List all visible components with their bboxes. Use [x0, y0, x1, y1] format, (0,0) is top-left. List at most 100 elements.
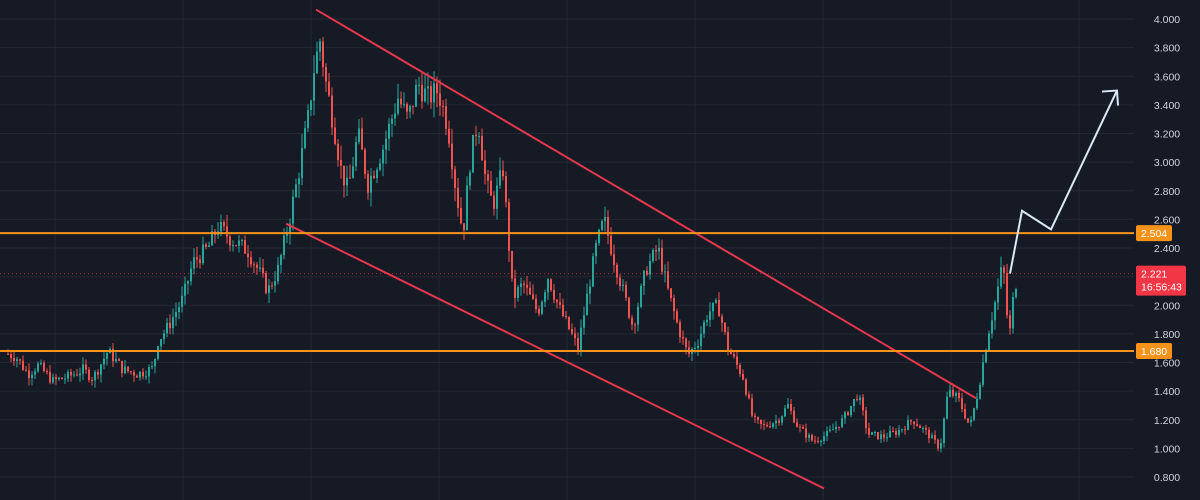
candle-body — [994, 302, 996, 321]
candle-body — [607, 216, 609, 236]
last-price-tag — [1136, 265, 1186, 296]
candle-body — [808, 434, 810, 438]
candle-body — [268, 285, 270, 293]
candle-body — [1015, 288, 1017, 298]
candle-body — [904, 429, 906, 431]
candle-body — [262, 267, 264, 274]
candle-body — [844, 412, 846, 419]
candle-body — [184, 283, 186, 296]
candle-body — [28, 370, 30, 379]
candle-body — [928, 429, 930, 439]
candle-body — [541, 301, 543, 314]
candle-body — [1000, 267, 1002, 287]
candle-body — [460, 208, 462, 224]
candle-body — [343, 165, 345, 186]
candle-body — [193, 257, 195, 269]
candle-body — [358, 128, 360, 143]
candle-body — [202, 244, 204, 264]
candle-body — [76, 374, 78, 376]
projection-arrow[interactable] — [1009, 89, 1119, 274]
price-tick-label: 3.400 — [1154, 100, 1180, 112]
horizontal-levels[interactable] — [0, 232, 1134, 353]
candle-body — [220, 222, 222, 232]
candle-body — [700, 333, 702, 347]
candle-body — [340, 159, 342, 166]
candle-body — [298, 178, 300, 185]
candle-body — [838, 426, 840, 428]
candle-body — [58, 377, 60, 380]
candle-body — [175, 312, 177, 318]
candle-body — [316, 51, 318, 74]
candle-body — [442, 105, 444, 107]
price-axis[interactable]: 4.000 3.800 3.600 3.400 3.200 3.000 2.800 2.600… — [1134, 0, 1200, 500]
candle-body — [196, 257, 198, 260]
candle-body — [436, 83, 438, 94]
candle-body — [319, 41, 321, 52]
candle-body — [409, 105, 411, 112]
candle-body — [427, 86, 429, 89]
candle-body — [655, 249, 657, 252]
candle-body — [901, 429, 903, 431]
level-tag — [1136, 225, 1172, 242]
candle-body — [82, 364, 84, 374]
candle-body — [739, 364, 741, 375]
candle-body — [703, 322, 705, 334]
candle-body — [511, 250, 513, 279]
candle-body — [892, 430, 894, 432]
candle-body — [502, 170, 504, 177]
candle-body — [886, 437, 888, 439]
candle-body — [121, 360, 123, 374]
candle-body — [238, 240, 240, 246]
price-tick-label: 2.400 — [1154, 243, 1180, 255]
candle-body — [22, 360, 24, 370]
candle-body — [295, 184, 297, 197]
price-tick-label: 2.600 — [1154, 214, 1180, 226]
candle-body — [142, 371, 144, 377]
candle-body — [25, 369, 27, 371]
candle-body — [862, 397, 864, 411]
candle-body — [385, 138, 387, 150]
candle-body — [802, 426, 804, 429]
candle-body — [952, 389, 954, 396]
candle-body — [637, 306, 639, 325]
candle-body — [988, 333, 990, 351]
candle-body — [910, 420, 912, 422]
candle-body — [463, 223, 465, 231]
candle-body — [487, 174, 489, 181]
candle-body — [424, 88, 426, 102]
candle-body — [679, 322, 681, 338]
candle-body — [199, 259, 201, 264]
candle-body — [355, 142, 357, 167]
candle-body — [535, 298, 537, 310]
descending-channel[interactable] — [285, 8, 977, 490]
candle-body — [856, 398, 858, 401]
candle-body — [868, 428, 870, 435]
candle-body — [292, 196, 294, 224]
candle-body — [379, 163, 381, 170]
candle-body — [568, 316, 570, 330]
candlestick-series[interactable] — [7, 36, 1017, 453]
candle-body — [643, 270, 645, 286]
candle-body — [595, 243, 597, 257]
candle-body — [544, 292, 546, 302]
candle-body — [538, 309, 540, 314]
candle-body — [640, 285, 642, 307]
candle-body — [43, 363, 45, 372]
candle-body — [925, 427, 927, 430]
candle-body — [352, 166, 354, 178]
candle-body — [949, 389, 951, 397]
candle-body — [430, 86, 432, 103]
candle-body — [88, 369, 90, 380]
candle-body — [658, 247, 660, 252]
candle-body — [97, 372, 99, 375]
price-tick-label: 3.000 — [1154, 157, 1180, 169]
candle-body — [94, 372, 96, 381]
candle-body — [748, 394, 750, 399]
candle-body — [499, 170, 501, 186]
candle-body — [943, 418, 945, 444]
candle-body — [874, 431, 876, 433]
candle-body — [388, 123, 390, 139]
candle-body — [580, 327, 582, 350]
candle-body — [253, 264, 255, 266]
